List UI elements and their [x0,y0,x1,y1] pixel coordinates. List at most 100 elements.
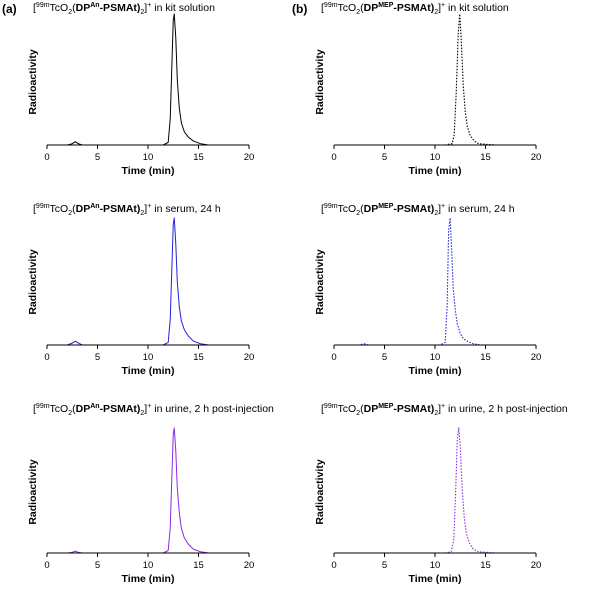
title-bracket-close: ] [438,2,441,14]
title-bracket: [ [321,2,324,14]
title-isotope: 99m [36,2,50,9]
title-paren: ( [72,2,76,14]
chromatogram-trace [47,217,249,346]
chromatogram-panel-2: [99mTcO2(DPMEP-PSMAt)2]+ in kit solution… [314,2,541,177]
title-ligand-sup: MEP [378,2,394,9]
title-bracket-close: ] [144,203,147,215]
title-ligand-sup: An [90,403,99,410]
title-ligand: DP [76,203,91,215]
y-axis-label: Radioactivity [314,49,326,115]
title-subscript: 2 [68,9,72,16]
x-axis-label: Time (min) [122,165,175,177]
title-ligand: DP [364,2,379,14]
title-ligand-rest: -PSMAt) [100,203,141,215]
title-subscript: 2 [356,410,360,417]
title-condition: in serum, 24 h [151,203,221,215]
x-tick-label: 5 [382,352,387,363]
title-ligand: DP [364,203,379,215]
x-axis-label: Time (min) [409,365,462,377]
x-tick-label: 15 [193,560,204,571]
title-bracket: [ [33,203,36,215]
chart-title: [99mTcO2(DPMEP-PSMAt)2]+ in serum, 24 h [321,203,515,217]
y-axis-label: Radioactivity [314,459,326,525]
title-core: TcO [50,203,69,215]
x-tick-label: 15 [480,560,491,571]
x-tick-label: 5 [382,152,387,163]
title-charge: + [441,203,445,210]
title-charge: + [147,203,151,210]
title-core: TcO [50,403,69,415]
x-axis-label: Time (min) [122,365,175,377]
title-isotope: 99m [36,403,50,410]
title-paren: ( [360,203,364,215]
title-charge: + [441,403,445,410]
chromatogram-panel-5: [99mTcO2(DPAn-PSMAt)2]+ in urine, 2 h po… [27,403,274,585]
x-tick-label: 10 [143,560,154,571]
title-condition: in serum, 24 h [445,203,515,215]
x-axis-label: Time (min) [122,573,175,585]
title-core: TcO [338,2,357,14]
x-tick-label: 0 [331,152,336,163]
title-isotope: 99m [324,403,338,410]
chromatogram-trace [334,217,536,346]
title-ligand-rest: -PSMAt) [393,2,434,14]
title-core: TcO [338,203,357,215]
title-bracket-close: ] [438,403,441,415]
title-subscript-2: 2 [140,410,144,417]
title-ligand-rest: -PSMAt) [393,203,434,215]
x-tick-label: 20 [244,560,255,571]
title-paren: ( [72,403,76,415]
x-tick-label: 5 [95,560,100,571]
y-axis-label: Radioactivity [27,249,39,315]
x-tick-label: 20 [531,152,542,163]
title-charge: + [147,2,151,9]
chromatogram-trace [47,427,249,554]
x-tick-label: 0 [44,560,49,571]
title-condition: in urine, 2 h post-injection [445,403,568,415]
x-tick-label: 10 [430,152,441,163]
x-tick-label: 10 [430,560,441,571]
x-tick-label: 15 [480,152,491,163]
chromatogram-panel-3: [99mTcO2(DPAn-PSMAt)2]+ in serum, 24 h Ra… [27,203,254,377]
chart-title: [99mTcO2(DPAn-PSMAt)2]+ in kit solution [33,2,215,16]
title-condition: in kit solution [445,2,509,14]
title-core: TcO [50,2,69,14]
title-subscript-2: 2 [140,9,144,16]
x-tick-label: 15 [193,352,204,363]
title-core: TcO [338,403,357,415]
chromatogram-panel-6: [99mTcO2(DPMEP-PSMAt)2]+ in urine, 2 h p… [314,403,568,585]
chart-title: [99mTcO2(DPAn-PSMAt)2]+ in serum, 24 h [33,203,221,217]
title-isotope: 99m [324,203,338,210]
title-ligand-rest: -PSMAt) [100,403,141,415]
title-charge: + [147,403,151,410]
title-ligand: DP [76,403,91,415]
title-subscript-2: 2 [434,210,438,217]
title-paren: ( [360,2,364,14]
title-bracket: [ [321,203,324,215]
x-axis-label: Time (min) [409,165,462,177]
x-tick-label: 20 [531,352,542,363]
x-tick-label: 10 [143,352,154,363]
title-bracket: [ [33,2,36,14]
title-subscript-2: 2 [434,9,438,16]
x-tick-label: 0 [44,152,49,163]
title-subscript: 2 [356,210,360,217]
chart-title: [99mTcO2(DPMEP-PSMAt)2]+ in urine, 2 h p… [321,403,568,417]
title-bracket-close: ] [144,403,147,415]
title-ligand-sup: An [90,2,99,9]
title-bracket: [ [321,403,324,415]
x-tick-label: 20 [531,560,542,571]
title-isotope: 99m [36,203,50,210]
x-tick-label: 10 [143,152,154,163]
title-ligand: DP [364,403,379,415]
x-tick-label: 15 [480,352,491,363]
chromatogram-panel-1: [99mTcO2(DPAn-PSMAt)2]+ in kit solutionR… [27,2,254,177]
x-tick-label: 15 [193,152,204,163]
chart-title: [99mTcO2(DPMEP-PSMAt)2]+ in kit solution [321,2,509,16]
x-tick-label: 0 [331,352,336,363]
chart-title: [99mTcO2(DPAn-PSMAt)2]+ in urine, 2 h po… [33,403,274,417]
title-bracket: [ [33,403,36,415]
title-ligand-rest: -PSMAt) [393,403,434,415]
title-subscript: 2 [356,9,360,16]
